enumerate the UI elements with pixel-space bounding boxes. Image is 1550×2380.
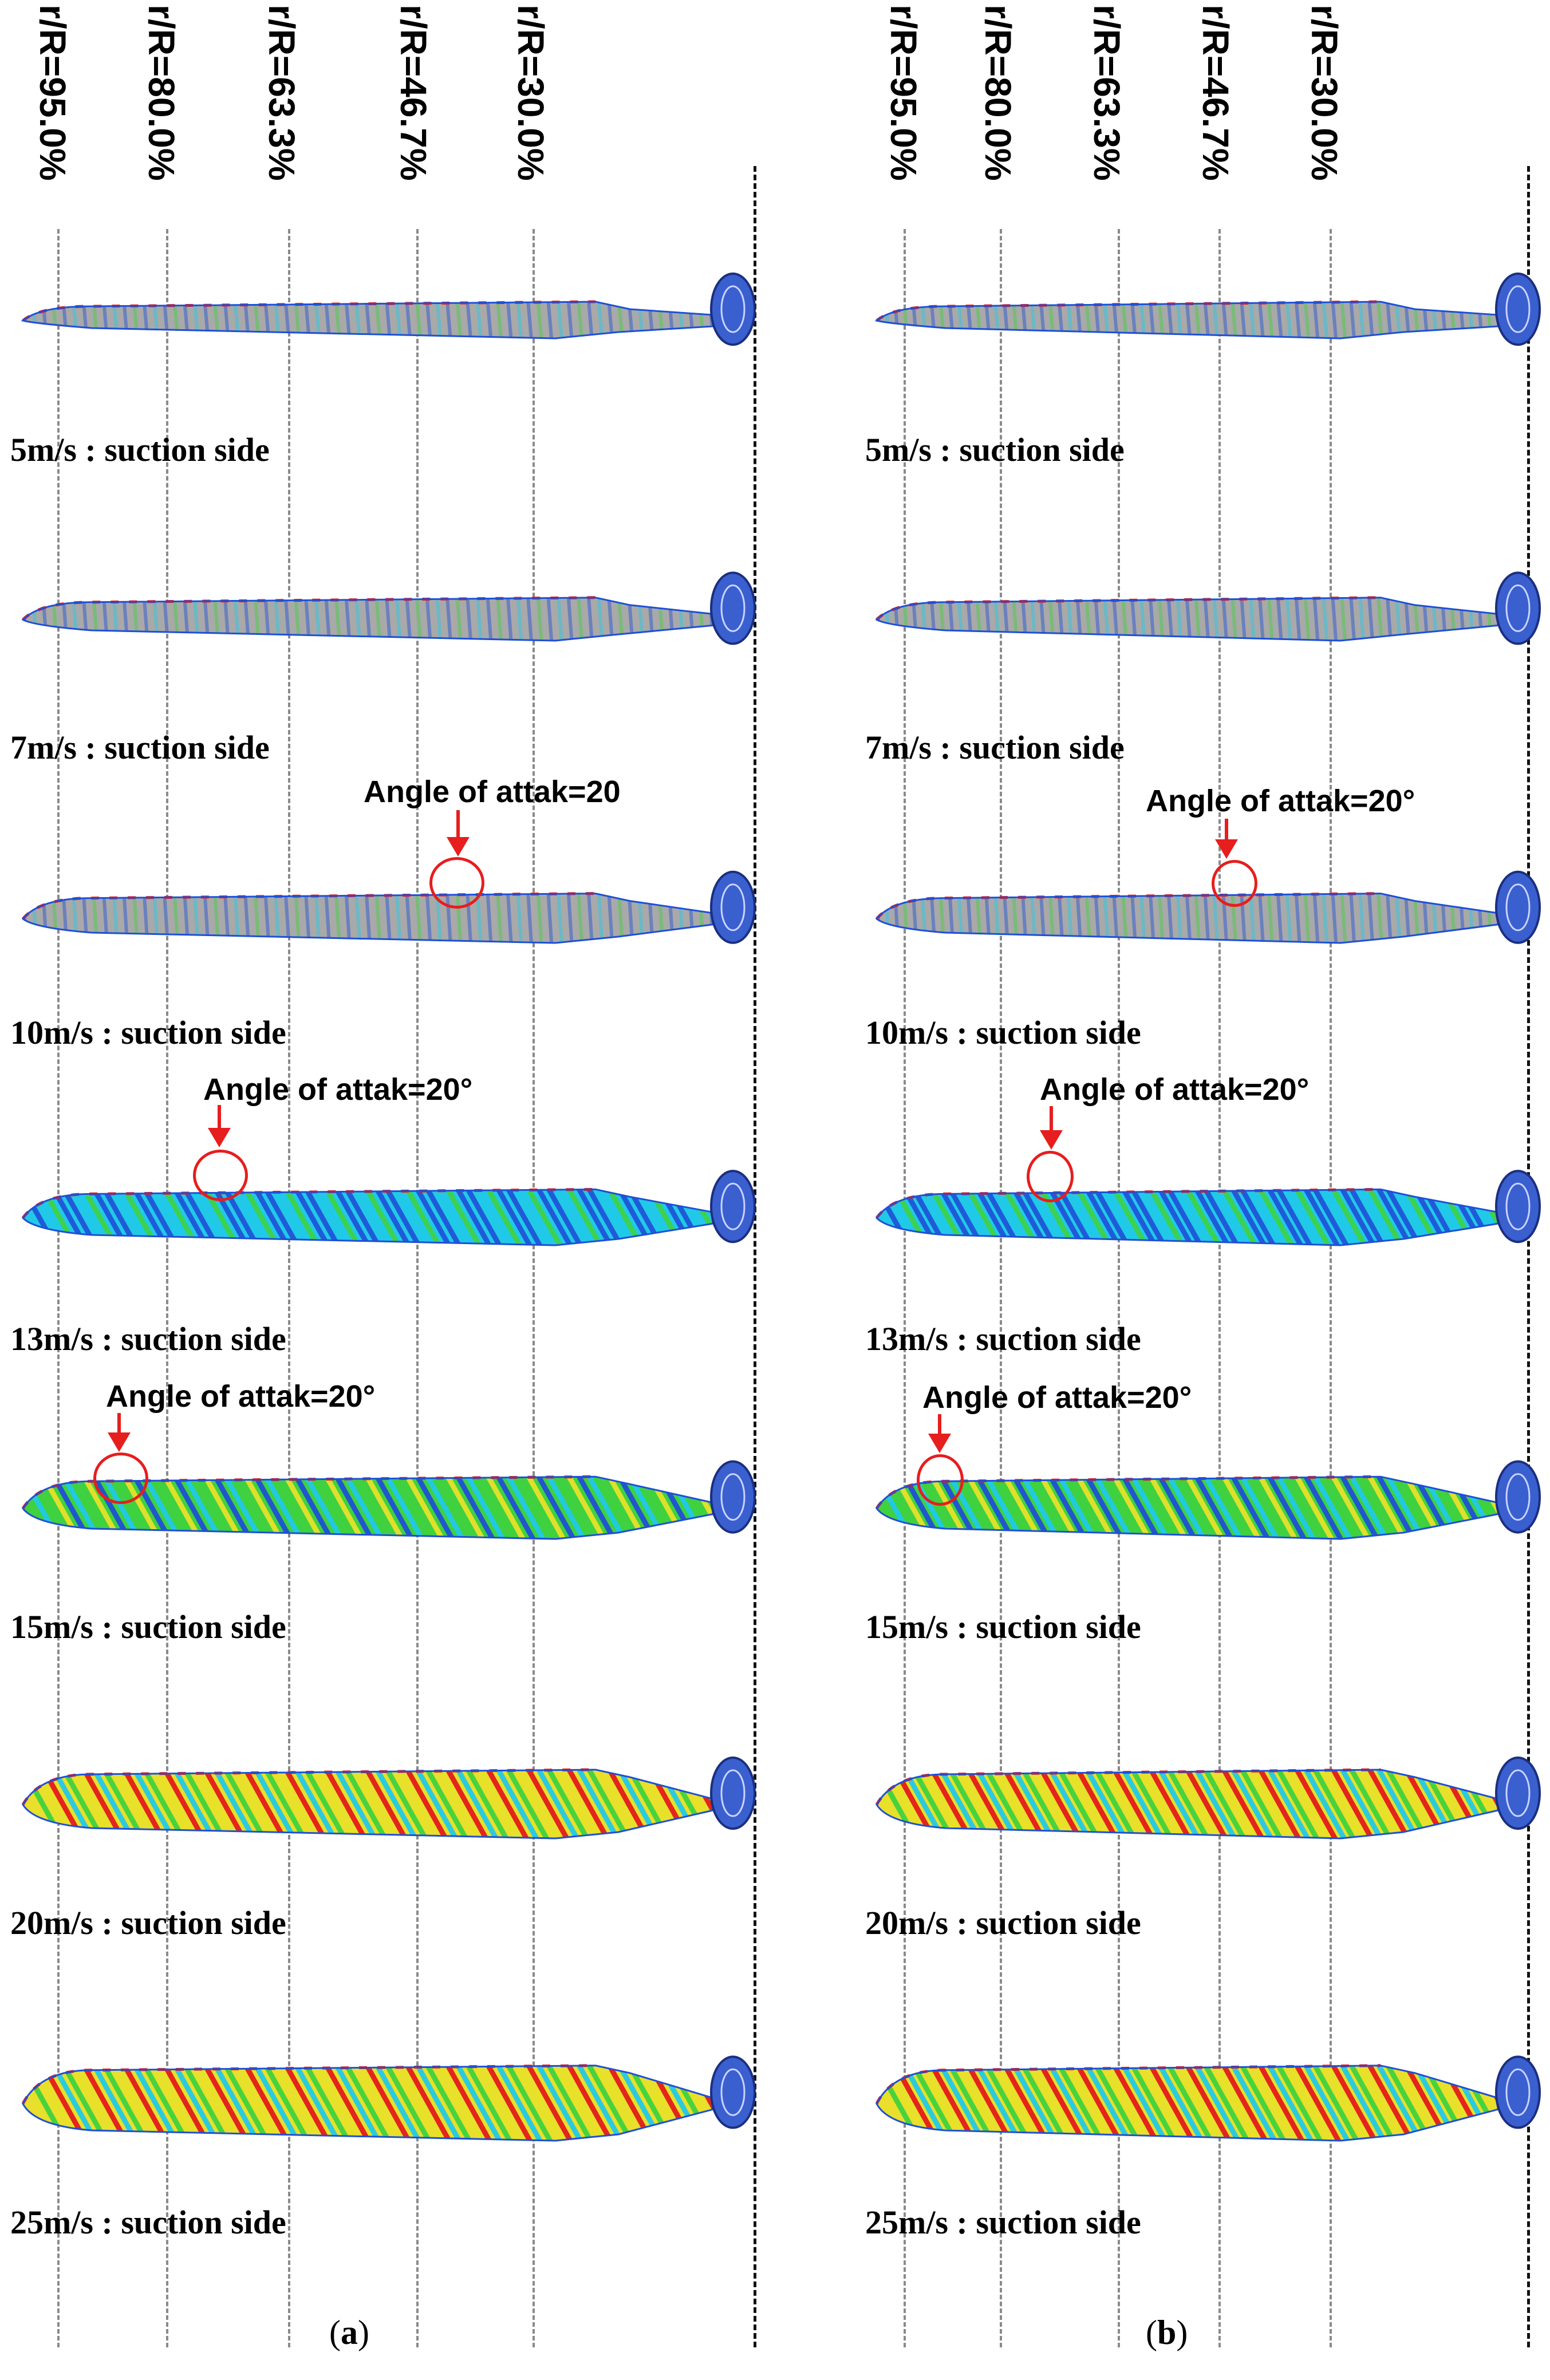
aoa-arrowhead <box>1040 1130 1063 1150</box>
guide-line-80 <box>166 229 168 2347</box>
blade-a-10ms <box>17 847 762 996</box>
radial-label-63: r/R=63.3% <box>261 5 302 181</box>
aoa-annotation: Angle of attak=20° <box>1040 1072 1310 1107</box>
blade-svg <box>875 870 1541 944</box>
blade-svg <box>21 1460 756 1540</box>
guide-line-30 <box>1330 229 1332 2347</box>
aoa-arrowhead <box>447 837 470 857</box>
aoa-annotation: Angle of attak=20° <box>203 1072 473 1107</box>
guide-line-95 <box>57 229 60 2347</box>
aoa-circle <box>93 1453 148 1504</box>
aoa-circle <box>917 1454 964 1506</box>
radial-label-30: r/R=30.0% <box>1304 5 1345 181</box>
aoa-arrowhead <box>1215 839 1238 859</box>
blade-svg <box>21 273 756 346</box>
blade-a-20ms <box>17 1729 762 1878</box>
guide-line-80 <box>1000 229 1002 2347</box>
aoa-arrow <box>1050 1106 1053 1135</box>
blade-b-10ms <box>871 847 1547 996</box>
blade-svg <box>875 1460 1541 1540</box>
blade-svg <box>21 870 756 944</box>
aoa-circle <box>193 1150 248 1201</box>
radial-label-95: r/R=95.0% <box>883 5 924 181</box>
blade-b-15ms <box>871 1434 1547 1583</box>
radial-label-95: r/R=95.0% <box>32 5 73 181</box>
guide-line-63 <box>288 229 290 2347</box>
blade-a-13ms <box>17 1145 762 1294</box>
case-label: 15m/s : suction side <box>865 1608 1141 1645</box>
aoa-circle <box>1027 1151 1074 1202</box>
rotation-axis <box>754 166 756 2347</box>
case-label: 25m/s : suction side <box>865 2204 1141 2241</box>
aoa-annotation: Angle of attak=20° <box>922 1380 1192 1415</box>
blade-a-15ms <box>17 1434 762 1583</box>
blade-b-5ms <box>871 252 1547 401</box>
radial-label-63: r/R=63.3% <box>1086 5 1127 181</box>
blade-svg <box>21 2055 756 2142</box>
case-label: 5m/s : suction side <box>865 431 1125 468</box>
radial-label-80: r/R=80.0% <box>141 5 182 181</box>
panel-a: r/R=95.0% r/R=80.0% r/R=63.3% r/R=46.7% … <box>10 5 762 2351</box>
blade-a-5ms <box>17 252 762 401</box>
radial-label-80: r/R=80.0% <box>977 5 1019 181</box>
panel-caption-b: (b) <box>1146 2314 1188 2351</box>
blade-svg <box>875 571 1541 645</box>
blade-a-7ms <box>17 550 762 698</box>
radial-label-47: r/R=46.7% <box>1195 5 1236 181</box>
aoa-arrowhead <box>208 1128 231 1147</box>
aoa-arrowhead <box>108 1432 131 1452</box>
radial-label-30: r/R=30.0% <box>510 5 551 181</box>
aoa-arrow <box>938 1414 941 1438</box>
blade-svg <box>874 273 1541 346</box>
blade-svg <box>21 571 756 645</box>
guide-line-47 <box>416 229 419 2347</box>
case-label: 10m/s : suction side <box>10 1014 286 1051</box>
case-label: 13m/s : suction side <box>10 1320 286 1357</box>
aoa-arrow <box>456 810 460 842</box>
aoa-annotation: Angle of attak=20° <box>106 1379 376 1414</box>
aoa-arrow <box>218 1105 221 1132</box>
aoa-arrow <box>1225 819 1228 844</box>
case-label: 5m/s : suction side <box>10 431 270 468</box>
case-label: 7m/s : suction side <box>10 729 270 766</box>
blade-svg <box>21 1170 756 1246</box>
blade-svg <box>875 1757 1541 1840</box>
panel-caption-a: (a) <box>329 2314 369 2351</box>
aoa-arrow <box>117 1413 121 1437</box>
case-label: 13m/s : suction side <box>865 1320 1141 1357</box>
aoa-annotation: Angle of attak=20° <box>1146 784 1415 818</box>
case-label: 20m/s : suction side <box>10 1904 286 1941</box>
case-label: 15m/s : suction side <box>10 1608 286 1645</box>
blade-b-13ms <box>871 1145 1547 1294</box>
blade-b-7ms <box>871 550 1547 698</box>
case-label: 20m/s : suction side <box>865 1904 1141 1941</box>
blade-svg <box>875 1170 1541 1246</box>
blade-a-25ms <box>17 2027 762 2176</box>
aoa-arrowhead <box>928 1434 951 1453</box>
aoa-annotation: Angle of attak=20 <box>364 775 621 809</box>
blade-b-25ms <box>871 2027 1547 2176</box>
case-label: 7m/s : suction side <box>865 729 1125 766</box>
rotation-axis <box>1527 166 1530 2347</box>
blade-svg <box>875 2055 1541 2142</box>
blade-svg <box>21 1757 756 1840</box>
radial-label-47: r/R=46.7% <box>393 5 434 181</box>
aoa-circle <box>1212 860 1257 907</box>
case-label: 25m/s : suction side <box>10 2204 286 2241</box>
panel-b: r/R=95.0% r/R=80.0% r/R=63.3% r/R=46.7% … <box>837 0 1550 2380</box>
case-label: 10m/s : suction side <box>865 1014 1141 1051</box>
guide-line-63 <box>1118 229 1120 2347</box>
guide-line-30 <box>533 229 535 2347</box>
guide-line-95 <box>904 229 906 2347</box>
aoa-circle <box>429 857 484 909</box>
blade-b-20ms <box>871 1729 1547 1878</box>
guide-line-47 <box>1218 229 1221 2347</box>
